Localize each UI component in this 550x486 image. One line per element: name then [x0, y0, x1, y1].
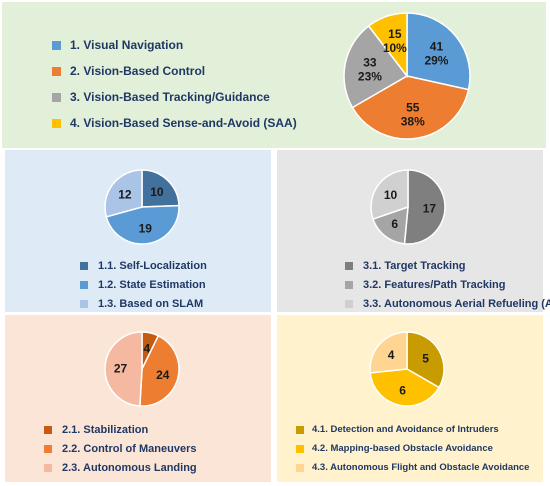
data-label-tracking-guidance-2: 6	[391, 217, 398, 231]
pie-slice-tracking-guidance-1	[403, 169, 446, 245]
pie-slice-main-3	[343, 24, 409, 109]
data-label-main-3: 33 23%	[358, 56, 382, 84]
legend-vision-control: 2.1. Stabilization 2.2. Control of Maneuv…	[44, 420, 197, 477]
legend-swatch	[296, 463, 304, 472]
legend-label: 3. Vision-Based Tracking/Guidance	[70, 90, 270, 104]
data-label-vision-control-2: 24	[156, 368, 170, 382]
data-label-tracking-guidance-3: 10	[384, 188, 398, 202]
legend-swatch	[80, 280, 88, 289]
legend-item: 2.2. Control of Maneuvers	[44, 439, 197, 458]
legend-swatch	[345, 280, 353, 289]
legend-visual-navigation: 1.1. Self-Localization 1.2. State Estimat…	[80, 256, 207, 313]
pie-slice-sense-avoid-2	[369, 368, 441, 407]
pie-slice-visual-navigation-1	[141, 169, 180, 208]
data-label-sense-avoid-3: 4	[388, 348, 395, 362]
legend-label: 2.1. Stabilization	[62, 423, 149, 436]
legend-swatch	[296, 425, 304, 434]
legend-label: 1. Visual Navigation	[70, 38, 184, 52]
legend-label: 1.1. Self-Localization	[98, 259, 207, 272]
legend-label: 4. Vision-Based Sense-and-Avoid (SAA)	[70, 116, 297, 130]
legend-swatch	[52, 92, 61, 102]
legend-label: 1.2. State Estimation	[98, 278, 206, 291]
legend-label: 4.3. Autonomous Flight and Obstacle Avoi…	[312, 462, 530, 473]
data-label-sense-avoid-1: 5	[422, 352, 429, 366]
data-label-visual-navigation-2: 19	[139, 222, 153, 236]
legend-swatch	[44, 444, 52, 453]
legend-main: 1. Visual Navigation 2. Vision-Based Cont…	[52, 32, 297, 136]
legend-swatch	[80, 261, 88, 270]
pie-slice-main-1	[406, 12, 471, 91]
legend-item: 4.1. Detection and Avoidance of Intruder…	[296, 420, 529, 439]
legend-item: 2.3. Autonomous Landing	[44, 458, 197, 477]
data-label-visual-navigation-1: 10	[150, 185, 164, 199]
legend-label: 2. Vision-Based Control	[70, 64, 206, 78]
legend-tracking-guidance: 3.1. Target Tracking 3.2. Features/Path T…	[345, 256, 550, 313]
data-label-vision-control-3: 27	[114, 362, 128, 376]
legend-item: 2.1. Stabilization	[44, 420, 197, 439]
legend-label: 4.2. Mapping-based Obstacle Avoidance	[312, 443, 493, 454]
data-label-visual-navigation-3: 12	[118, 187, 132, 201]
legend-label: 2.2. Control of Maneuvers	[62, 442, 197, 455]
pie-slice-visual-navigation-3	[104, 169, 143, 218]
pie-slice-main-2	[351, 75, 470, 140]
legend-item: 4.2. Mapping-based Obstacle Avoidance	[296, 439, 529, 458]
legend-label: 1.3. Based on SLAM	[98, 297, 204, 310]
pie-slice-visual-navigation-2	[105, 204, 180, 245]
legend-label: 3.2. Features/Path Tracking	[363, 278, 506, 291]
pie-slice-sense-avoid-3	[369, 331, 408, 374]
legend-item: 3. Vision-Based Tracking/Guidance	[52, 84, 297, 110]
legend-item: 3.3. Autonomous Aerial Refueling (AAR)	[345, 294, 550, 313]
pie-slice-vision-control-2	[139, 334, 180, 407]
legend-swatch	[80, 299, 88, 308]
legend-item: 4.3. Autonomous Flight and Obstacle Avoi…	[296, 458, 529, 477]
pie-slice-vision-control-3	[104, 331, 143, 407]
pie-slice-main-4	[367, 12, 408, 79]
legend-swatch	[52, 66, 61, 76]
legend-label: 3.1. Target Tracking	[363, 259, 466, 272]
legend-label: 3.3. Autonomous Aerial Refueling (AAR)	[363, 297, 550, 310]
legend-item: 1.2. State Estimation	[80, 275, 207, 294]
legend-item: 1. Visual Navigation	[52, 32, 297, 58]
data-label-main-4: 15 10%	[383, 27, 407, 55]
pie-slice-tracking-guidance-3	[370, 169, 409, 221]
legend-item: 4. Vision-Based Sense-and-Avoid (SAA)	[52, 110, 297, 136]
legend-item: 3.2. Features/Path Tracking	[345, 275, 550, 294]
legend-item: 1.3. Based on SLAM	[80, 294, 207, 313]
legend-swatch	[296, 444, 304, 453]
legend-item: 2. Vision-Based Control	[52, 58, 297, 84]
legend-swatch	[44, 463, 52, 472]
legend-swatch	[44, 425, 52, 434]
legend-item: 1.1. Self-Localization	[80, 256, 207, 275]
legend-sense-avoid: 4.1. Detection and Avoidance of Intruder…	[296, 420, 529, 477]
legend-swatch	[345, 299, 353, 308]
legend-swatch	[345, 261, 353, 270]
data-label-main-2: 55 38%	[401, 100, 425, 128]
data-label-tracking-guidance-1: 17	[423, 201, 437, 215]
legend-label: 4.1. Detection and Avoidance of Intruder…	[312, 424, 499, 435]
legend-item: 3.1. Target Tracking	[345, 256, 550, 275]
data-label-main-1: 41 29%	[424, 39, 448, 67]
data-label-sense-avoid-2: 6	[399, 383, 406, 397]
data-label-vision-control-1: 4	[144, 341, 151, 355]
legend-swatch	[52, 40, 61, 50]
legend-label: 2.3. Autonomous Landing	[62, 461, 197, 474]
legend-swatch	[52, 118, 61, 128]
